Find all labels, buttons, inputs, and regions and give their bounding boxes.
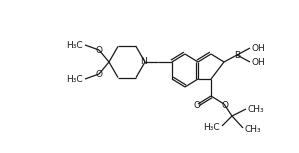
Text: N: N — [141, 56, 147, 65]
Text: H₃C: H₃C — [66, 75, 83, 84]
Text: CH₃: CH₃ — [245, 125, 262, 134]
Text: B: B — [234, 50, 240, 60]
Text: H₃C: H₃C — [66, 41, 83, 50]
Text: O: O — [95, 45, 103, 54]
Text: OH: OH — [252, 43, 266, 52]
Text: OH: OH — [252, 58, 266, 67]
Text: O: O — [193, 101, 201, 110]
Text: O: O — [222, 101, 228, 110]
Text: CH₃: CH₃ — [248, 104, 265, 114]
Text: H₃C: H₃C — [203, 123, 220, 131]
Text: O: O — [95, 69, 103, 78]
